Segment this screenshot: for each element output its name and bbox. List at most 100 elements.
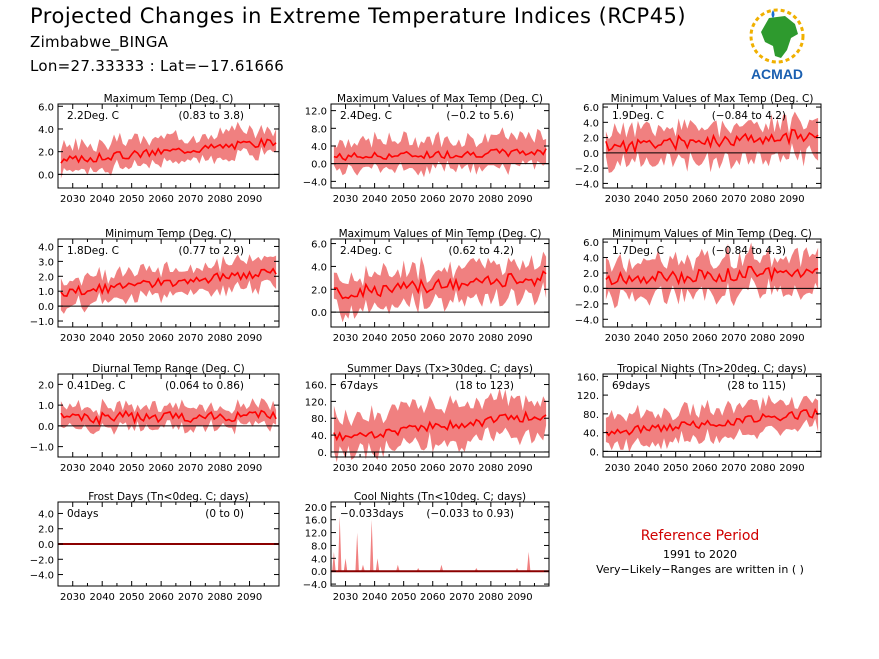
y-tick-label: 4.0 <box>38 125 54 136</box>
y-tick-label: −4.0 <box>575 179 599 190</box>
chart-panel: 6.0 4.0 2.0 0.0 −2.0 −4.0 2030 2040 2050 2060 2070… <box>575 228 822 344</box>
x-tick-label: 2040 <box>634 463 659 474</box>
reference-panel: Reference Period 1991 to 2020 Very−Likel… <box>570 528 830 577</box>
panel-title: Minimum Values of Min Temp (Deg. C) <box>612 228 812 240</box>
chart-panel: 6.0 4.0 2.0 0.0 2030 2040 2050 2060 2070 2080 2090… <box>38 93 280 205</box>
plot-frame <box>57 238 280 328</box>
y-tick-label: 0.0 <box>38 422 54 433</box>
y-tick-label: 40. <box>311 431 327 442</box>
x-tick-label: 2090 <box>779 194 804 205</box>
x-tick-label: 2050 <box>391 194 416 205</box>
y-tick-label: 80. <box>583 410 599 421</box>
page-title: Projected Changes in Extreme Temperature… <box>30 4 687 28</box>
x-tick-label: 2040 <box>634 194 659 205</box>
y-tick-label: 6.0 <box>311 240 327 251</box>
x-tick-label: 2080 <box>478 463 503 474</box>
x-tick-label: 2050 <box>119 463 144 474</box>
y-tick-label: 0.0 <box>311 308 327 319</box>
change-value: 2.4Deg. C <box>340 110 392 122</box>
median-line <box>333 410 547 442</box>
change-value: −0.033days <box>340 508 404 520</box>
panel-title: Minimum Values of Max Temp (Deg. C) <box>611 93 814 105</box>
spike-mark <box>439 564 444 572</box>
median-line <box>605 265 819 286</box>
plot-frame <box>57 373 280 458</box>
spike-mark <box>343 558 348 572</box>
x-tick-label: 2080 <box>750 333 775 344</box>
x-tick-label: 2070 <box>449 333 474 344</box>
reference-period: 1991 to 2020 <box>662 548 738 561</box>
y-tick-label: 16.0 <box>305 516 327 527</box>
x-tick-label: 2070 <box>449 194 474 205</box>
y-tick-label: 4.0 <box>583 118 599 129</box>
change-value: 1.8Deg. C <box>67 245 119 257</box>
x-tick-label: 2030 <box>605 333 630 344</box>
change-value: 2.2Deg. C <box>67 110 119 122</box>
x-tick-label: 2030 <box>60 333 85 344</box>
y-tick-label: 2.0 <box>38 380 54 391</box>
x-tick-label: 2070 <box>721 194 746 205</box>
likely-range-band <box>60 398 277 435</box>
x-tick-label: 2030 <box>60 463 85 474</box>
spike-mark <box>396 564 400 572</box>
likely-range: (−0.2 to 5.6) <box>446 110 514 122</box>
x-tick-label: 2030 <box>333 592 358 603</box>
x-tick-label: 2030 <box>605 463 630 474</box>
x-tick-label: 2080 <box>478 592 503 603</box>
change-value: 1.9Deg. C <box>612 110 664 122</box>
location-label: Zimbabwe_BINGA <box>30 33 169 51</box>
change-value: 1.7Deg. C <box>612 245 664 257</box>
panel-title: Maximum Values of Max Temp (Deg. C) <box>337 93 543 105</box>
x-tick-label: 2080 <box>207 592 232 603</box>
y-tick-label: −1.0 <box>30 443 54 454</box>
logo-text: ACMAD <box>751 66 803 82</box>
x-tick-label: 2060 <box>692 463 717 474</box>
panel-title: Maximum Values of Min Temp (Deg. C) <box>339 228 542 240</box>
x-tick-label: 2040 <box>89 592 114 603</box>
chart-panel: 4.0 2.0 0.0 −2.0 −4.0 2030 2040 2050 2060 2070 208… <box>30 491 280 603</box>
chart-panel: 20.0 16.0 12.08.0 4.0 0.0 −4.0 2030 2040 2050 206… <box>303 491 550 603</box>
x-tick-label: 2050 <box>119 194 144 205</box>
x-tick-label: 2050 <box>119 333 144 344</box>
x-tick-label: 2090 <box>507 463 532 474</box>
reference-note: Very−Likely−Ranges are written in ( ) <box>596 563 804 576</box>
x-tick-label: 2090 <box>507 592 532 603</box>
y-tick-label: 2.0 <box>583 269 599 280</box>
y-tick-label: 4.0 <box>311 142 327 153</box>
change-value: 2.4Deg. C <box>340 245 392 257</box>
y-tick-label: 2.0 <box>38 272 54 283</box>
y-tick-label: 4.0 <box>38 509 54 520</box>
likely-range-band <box>333 251 547 323</box>
x-tick-label: 2070 <box>721 463 746 474</box>
chart-panel: 160. 120. 80. 40. 0. 2030 2040 2050 2060 2070 2080… <box>577 363 822 474</box>
spike-mark <box>332 551 336 572</box>
plot-frame <box>330 238 550 328</box>
x-tick-label: 2070 <box>449 592 474 603</box>
panel-title: Frost Days (Tn<0deg. C; days) <box>88 491 248 503</box>
y-tick-label: 6.0 <box>38 102 54 113</box>
median-line <box>605 128 819 155</box>
chart-header: Projected Changes in Extreme Temperature… <box>0 0 879 90</box>
spike-mark <box>375 558 380 572</box>
x-tick-label: 2040 <box>89 463 114 474</box>
x-tick-label: 2050 <box>663 463 688 474</box>
y-tick-label: 0.0 <box>38 302 54 313</box>
y-tick-label: 20.0 <box>305 503 327 514</box>
y-tick-label: 120. <box>305 397 327 408</box>
x-tick-label: 2040 <box>362 592 387 603</box>
x-tick-label: 2040 <box>89 194 114 205</box>
plot-frame <box>602 103 822 189</box>
spike-mark <box>361 564 365 572</box>
y-tick-label: −4.0 <box>575 315 599 326</box>
x-tick-label: 2090 <box>237 194 262 205</box>
chart-panel: 6.0 4.0 2.0 0.0 2030 2040 2050 2060 2070 2080 2090… <box>311 228 550 344</box>
median-line <box>60 409 277 427</box>
x-tick-label: 2040 <box>362 463 387 474</box>
likely-range: (0.83 to 3.8) <box>179 110 245 122</box>
x-tick-label: 2030 <box>60 194 85 205</box>
y-tick-label: 120. <box>577 391 599 402</box>
panel-title: Tropical Nights (Tn>20deg. C; days) <box>616 363 806 375</box>
y-tick-label: 3.0 <box>38 257 54 268</box>
y-tick-label: 1.0 <box>38 287 54 298</box>
